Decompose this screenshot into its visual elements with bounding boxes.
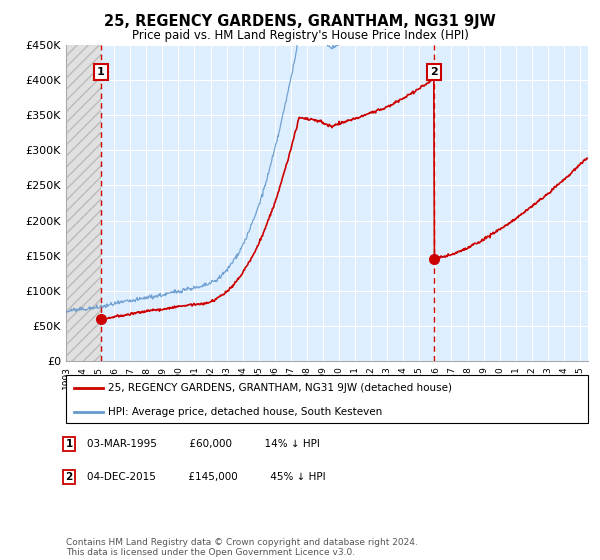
Text: 1: 1 bbox=[97, 67, 105, 77]
Text: 25, REGENCY GARDENS, GRANTHAM, NG31 9JW: 25, REGENCY GARDENS, GRANTHAM, NG31 9JW bbox=[104, 14, 496, 29]
Text: Contains HM Land Registry data © Crown copyright and database right 2024.
This d: Contains HM Land Registry data © Crown c… bbox=[66, 538, 418, 557]
Text: 1: 1 bbox=[65, 439, 73, 449]
Text: 03-MAR-1995          £60,000          14% ↓ HPI: 03-MAR-1995 £60,000 14% ↓ HPI bbox=[87, 439, 320, 449]
Text: Price paid vs. HM Land Registry's House Price Index (HPI): Price paid vs. HM Land Registry's House … bbox=[131, 29, 469, 42]
Text: HPI: Average price, detached house, South Kesteven: HPI: Average price, detached house, Sout… bbox=[108, 407, 382, 417]
Bar bbox=[66, 45, 101, 361]
Text: 2: 2 bbox=[430, 67, 438, 77]
Text: 04-DEC-2015          £145,000          45% ↓ HPI: 04-DEC-2015 £145,000 45% ↓ HPI bbox=[87, 472, 326, 482]
Text: 25, REGENCY GARDENS, GRANTHAM, NG31 9JW (detached house): 25, REGENCY GARDENS, GRANTHAM, NG31 9JW … bbox=[108, 383, 452, 393]
Text: 2: 2 bbox=[65, 472, 73, 482]
